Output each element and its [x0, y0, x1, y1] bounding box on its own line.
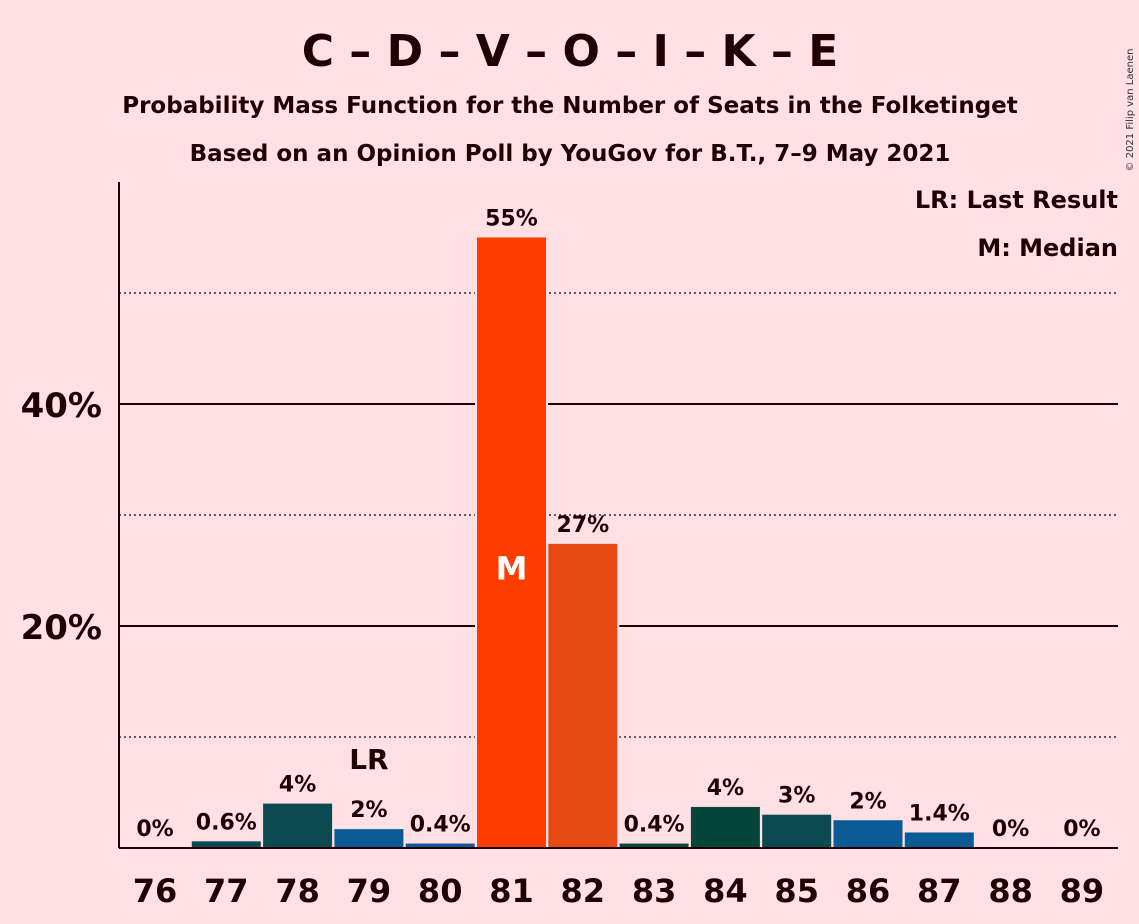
- bar-82: [548, 543, 618, 848]
- data-label-79: 2%: [350, 798, 387, 823]
- x-tick-78: 78: [275, 872, 320, 910]
- y-tick-20: 20%: [21, 608, 102, 648]
- bar-77: [191, 841, 261, 848]
- x-tick-85: 85: [774, 872, 819, 910]
- x-tick-81: 81: [489, 872, 534, 910]
- legend-last-result: LR: Last Result: [915, 186, 1118, 214]
- x-tick-88: 88: [988, 872, 1033, 910]
- x-tick-84: 84: [703, 872, 748, 910]
- data-label-87: 1.4%: [909, 801, 970, 826]
- median-marker: M: [496, 549, 528, 587]
- data-label-78: 4%: [279, 773, 316, 798]
- data-label-81: 55%: [485, 207, 538, 232]
- chart-subtitle: Probability Mass Function for the Number…: [122, 93, 1018, 119]
- y-tick-40: 40%: [21, 386, 102, 426]
- data-label-88: 0%: [992, 817, 1029, 842]
- x-tick-76: 76: [133, 872, 178, 910]
- bar-83: [619, 843, 689, 848]
- bar-78: [263, 803, 333, 848]
- chart-subtitle-2: Based on an Opinion Poll by YouGov for B…: [190, 141, 951, 167]
- last-result-marker: LR: [349, 743, 388, 776]
- x-axis: 76 77 78 79 80 81 82 83 84 85 86 87 88 89: [119, 847, 1118, 910]
- bar-80: [405, 843, 475, 848]
- data-label-89: 0%: [1063, 817, 1100, 842]
- data-label-82: 27%: [556, 513, 609, 538]
- x-tick-80: 80: [418, 872, 463, 910]
- bar-87: [904, 832, 974, 848]
- bars: [189, 235, 976, 848]
- data-label-76: 0%: [136, 817, 173, 842]
- data-label-80: 0.4%: [410, 813, 471, 838]
- x-tick-82: 82: [561, 872, 606, 910]
- bar-79: [334, 829, 404, 848]
- x-tick-83: 83: [632, 872, 677, 910]
- bar-85: [762, 814, 832, 848]
- copyright-text: © 2021 Filip van Laenen: [1125, 49, 1136, 172]
- x-tick-87: 87: [917, 872, 962, 910]
- y-axis: 20% 40%: [21, 182, 120, 848]
- x-tick-79: 79: [347, 872, 392, 910]
- x-tick-89: 89: [1060, 872, 1105, 910]
- data-label-84: 4%: [707, 776, 744, 801]
- bar-86: [833, 820, 903, 848]
- data-label-86: 2%: [849, 789, 886, 814]
- x-tick-86: 86: [846, 872, 891, 910]
- data-label-83: 0.4%: [624, 813, 685, 838]
- bar-81: [477, 237, 546, 848]
- chart-title: C – D – V – O – I – K – E: [302, 26, 839, 77]
- data-labels: 0% 0.6% 4% 2% LR 0.4% 55% M 27% 0.4% 4% 3% 2% 1.4% 0% 0…: [136, 207, 1100, 843]
- x-tick-77: 77: [204, 872, 249, 910]
- legend-median: M: Median: [977, 234, 1118, 262]
- data-label-85: 3%: [778, 784, 815, 809]
- data-label-77: 0.6%: [196, 810, 257, 835]
- bar-84: [690, 806, 760, 848]
